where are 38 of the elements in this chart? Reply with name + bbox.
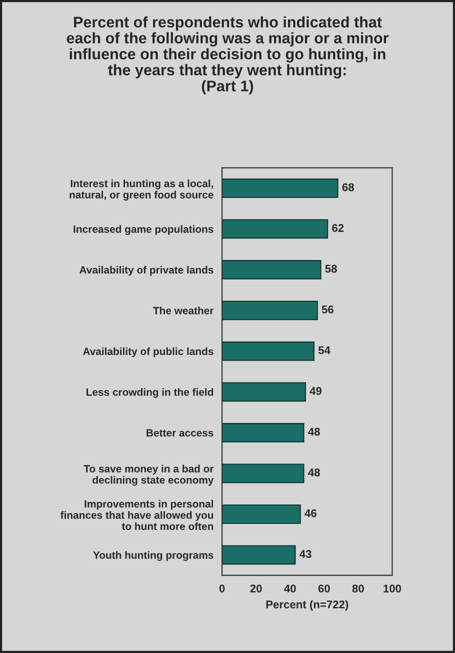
y-tick-label: Improvements in personal finances that have allowed you to hunt more often (60, 500, 214, 530)
y-tick-label: Increased game populations (74, 225, 214, 235)
data-label: 49 (310, 387, 322, 395)
data-label: 48 (308, 428, 320, 436)
x-tick-label: 0 (219, 584, 225, 592)
bar (222, 178, 338, 198)
chart-title: Percent of respondents who indicated that each of the following was a major or a minor influence on their decision to go hunting, in the years that they went hunting: (Part 1) (66, 16, 389, 94)
bar (222, 464, 304, 484)
x-tick-label: 40 (284, 584, 296, 592)
data-label: 48 (308, 468, 320, 476)
bar (222, 382, 306, 402)
data-label: 62 (332, 224, 344, 232)
x-tick-label: 20 (250, 584, 262, 592)
y-tick-label: To save money in a bad or declining state economy (84, 464, 214, 486)
bar (222, 219, 328, 239)
data-label: 56 (322, 306, 334, 314)
data-label: 58 (325, 264, 337, 273)
x-tick-label: 80 (352, 584, 364, 592)
y-tick-label: Less crowding in the field (86, 388, 214, 398)
bar (222, 422, 304, 442)
data-label: 46 (304, 509, 316, 518)
x-axis-title: Percent (n=722) (266, 600, 348, 611)
y-tick-label: Availability of public lands (82, 347, 214, 358)
y-tick-label: Interest in hunting as a local, natural, or green food source (70, 180, 214, 201)
data-label: 68 (342, 183, 354, 192)
y-tick-label: Youth hunting programs (93, 551, 214, 561)
data-label: 54 (318, 346, 330, 354)
y-tick-label: Availability of private lands (79, 266, 214, 276)
x-tick-label: 60 (318, 584, 330, 592)
bar (222, 341, 314, 361)
y-tick-label: Better access (146, 429, 214, 437)
bar (222, 545, 296, 565)
y-tick-label: The weather (153, 306, 214, 314)
bar (222, 260, 322, 280)
bar (222, 504, 301, 524)
x-tick-label: 100 (384, 584, 402, 592)
bar (222, 300, 318, 320)
data-label: 43 (300, 550, 312, 558)
